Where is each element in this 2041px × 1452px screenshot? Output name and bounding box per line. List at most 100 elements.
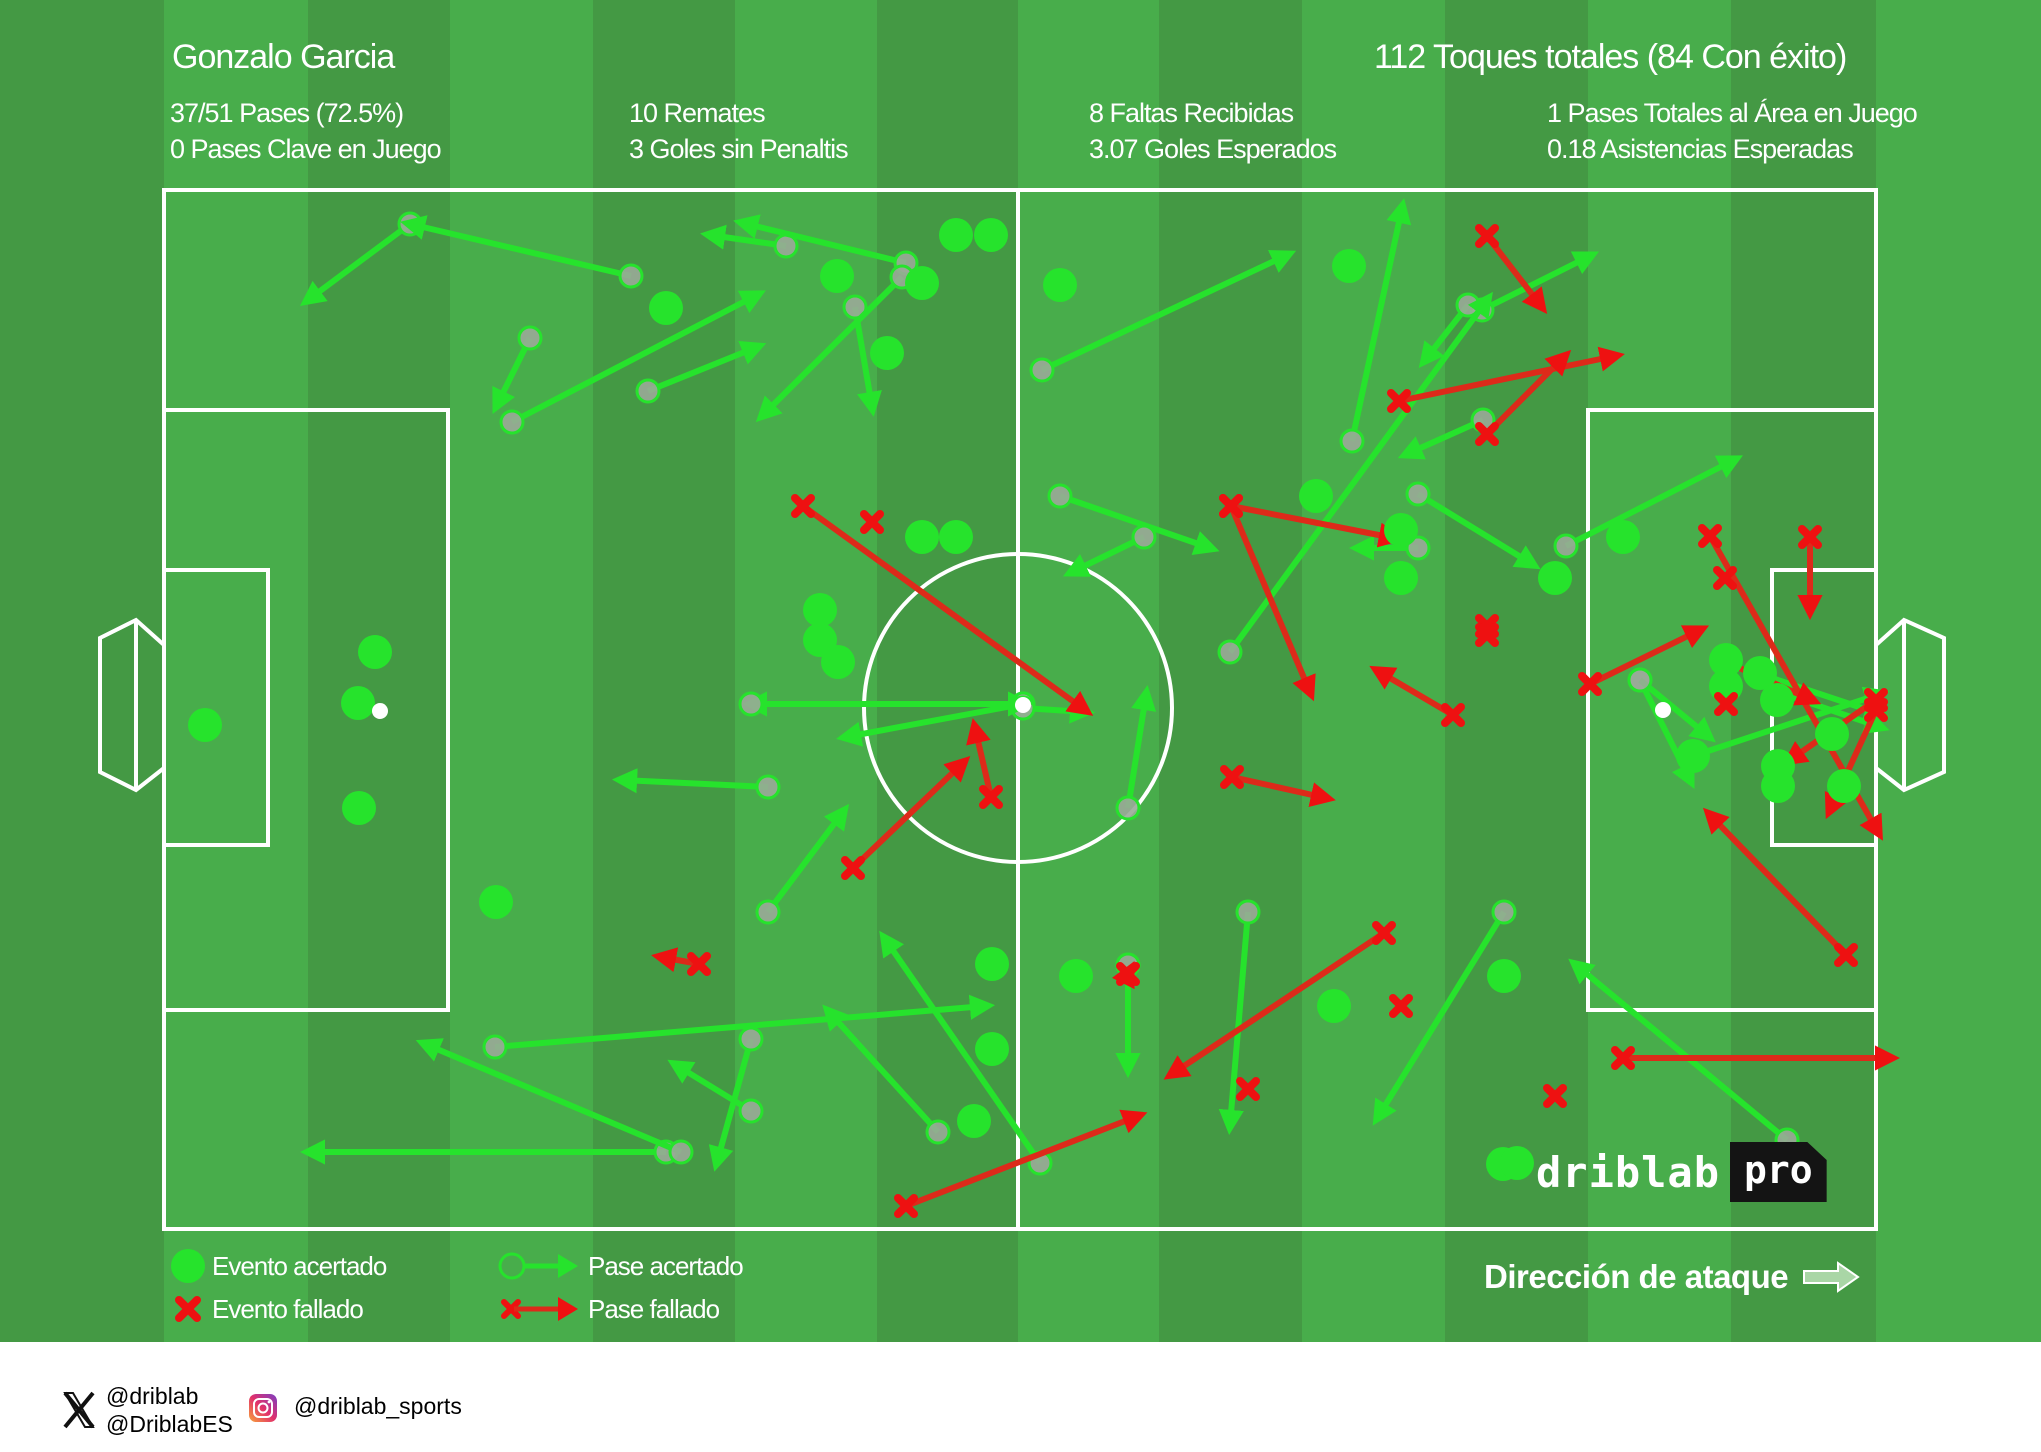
pass-fail-line	[1702, 807, 1849, 958]
event-success-dot	[1827, 769, 1861, 803]
pass-success-line	[1218, 911, 1251, 1136]
stat-fouls-won: 8 Faltas Recibidas	[1089, 98, 1294, 128]
pro-badge: pro	[1730, 1142, 1827, 1202]
pass-origin-marker	[1339, 428, 1365, 454]
pass-success-line	[1372, 910, 1507, 1126]
touches-summary: 112 Toques totales (84 Con éxito)	[1374, 38, 1847, 76]
red-cross-icon	[175, 1296, 201, 1322]
pass-success-line	[1059, 493, 1220, 555]
pass-fail-cross-icon	[1578, 672, 1602, 696]
pass-fail-line	[801, 503, 1094, 716]
stat-xa: 0.18 Asistencias Esperadas	[1547, 134, 1854, 164]
pass-fail-cross-icon	[1387, 389, 1411, 413]
event-fail-cross-icon	[1389, 994, 1413, 1018]
stat-shots: 10 Remates	[629, 98, 766, 128]
event-success-dot	[939, 218, 973, 252]
pass-origin-marker	[1029, 357, 1055, 383]
pass-success-line	[1416, 491, 1541, 570]
stat-key-passes: 0 Pases Clave en Juego	[170, 134, 442, 164]
pass-fail-line	[1588, 625, 1710, 687]
pass-fail-line	[850, 756, 971, 871]
pass-origin-marker	[1405, 481, 1431, 507]
event-fail-cross-icon	[860, 510, 884, 534]
pass-fail-line	[1230, 503, 1404, 548]
event-success-dot	[821, 645, 855, 679]
pass-fail-line	[1398, 346, 1625, 404]
event-fail-cross-icon	[1475, 623, 1499, 647]
pass-success-line	[1349, 198, 1412, 442]
stat-block-shots: 10 Remates 3 Goles sin Penaltis	[629, 95, 849, 167]
pass-success-line	[299, 221, 412, 307]
pass-fail-line	[1228, 504, 1316, 702]
stat-xg: 3.07 Goles Esperados	[1089, 134, 1337, 164]
legend-pass-fail: Pase fallado	[496, 1291, 720, 1327]
pass-origin-marker	[1115, 795, 1141, 821]
event-success-dot	[1743, 656, 1777, 690]
stat-block-fouls: 8 Faltas Recibidas 3.07 Goles Esperados	[1089, 95, 1337, 167]
pass-origin-marker	[668, 1139, 694, 1165]
pass-fail-cross-icon	[1116, 962, 1140, 986]
pass-origin-marker	[1491, 899, 1517, 925]
pass-origin-marker	[1217, 639, 1243, 665]
pass-origin-marker	[755, 774, 781, 800]
x-handle-driblab[interactable]: @driblab	[106, 1383, 199, 1409]
pass-fail-cross-icon	[1219, 494, 1243, 518]
event-success-dot	[1299, 479, 1333, 513]
pass-fail-cross-icon	[841, 856, 865, 880]
pass-fail-line	[966, 718, 994, 798]
pass-origin-marker	[842, 294, 868, 320]
pass-success-line	[667, 1059, 753, 1114]
pass-success-line	[879, 930, 1043, 1165]
event-success-dot	[1487, 959, 1521, 993]
pass-success-line	[1040, 250, 1297, 373]
pass-fail-line	[904, 1109, 1148, 1209]
event-success-dot	[1815, 717, 1849, 751]
pass-origin-marker	[1235, 899, 1261, 925]
event-fail-cross-icon	[1543, 1084, 1567, 1108]
ball-marker	[1655, 702, 1671, 718]
legend-event-fail: Evento fallado	[170, 1291, 364, 1327]
stat-block-box: 1 Pases Totales al Área en Juego 0.18 As…	[1547, 95, 1918, 167]
pass-success-line	[494, 994, 996, 1050]
pass-success-line	[1564, 455, 1743, 549]
event-success-dot	[1332, 249, 1366, 283]
pass-success-line	[1062, 534, 1146, 577]
attack-direction: Dirección de ataque	[1484, 1258, 1862, 1296]
event-success-dot	[974, 218, 1008, 252]
event-success-dot	[1761, 769, 1795, 803]
event-success-dot	[1709, 669, 1743, 703]
pass-success-line	[765, 803, 850, 914]
event-success-dot	[1043, 268, 1077, 302]
player-name: Gonzalo Garcia	[172, 38, 395, 76]
pass-fail-line	[1369, 665, 1455, 718]
pass-fail-cross-icon	[1864, 698, 1888, 722]
pass-origin-marker	[738, 691, 764, 717]
pass-success-line	[755, 274, 905, 423]
event-success-dot	[1384, 513, 1418, 547]
event-success-dot	[1676, 739, 1710, 773]
event-success-dot	[1760, 683, 1794, 717]
pass-fail-cross-icon	[894, 1194, 918, 1218]
green-dot-icon	[171, 1249, 205, 1283]
pass-fail-cross-icon	[1475, 224, 1499, 248]
event-success-dot	[870, 336, 904, 370]
pass-success-line	[1125, 685, 1157, 809]
pass-fail-cross-icon	[687, 952, 711, 976]
right-arrow-icon	[1803, 1261, 1860, 1293]
pass-fail-line	[1484, 349, 1572, 437]
red-pass-arrow-icon	[501, 1297, 578, 1321]
event-fail-cross-icon	[1713, 566, 1737, 590]
event-success-dot	[342, 791, 376, 825]
event-success-dot	[939, 520, 973, 554]
instagram-handle[interactable]: @driblab_sports	[294, 1393, 462, 1419]
pass-fail-line	[1163, 930, 1386, 1080]
pitch-chart	[0, 0, 2041, 1342]
event-success-dot	[649, 291, 683, 325]
x-handle-driblabes[interactable]: @DriblabES	[106, 1411, 233, 1437]
event-success-dot	[188, 708, 222, 742]
legend-pass-success: Pase acertado	[496, 1248, 744, 1284]
pass-success-line	[510, 290, 766, 425]
failed-events	[860, 510, 1738, 1108]
pass-origin-marker	[738, 1026, 764, 1052]
pass-fail-line	[1231, 774, 1336, 808]
